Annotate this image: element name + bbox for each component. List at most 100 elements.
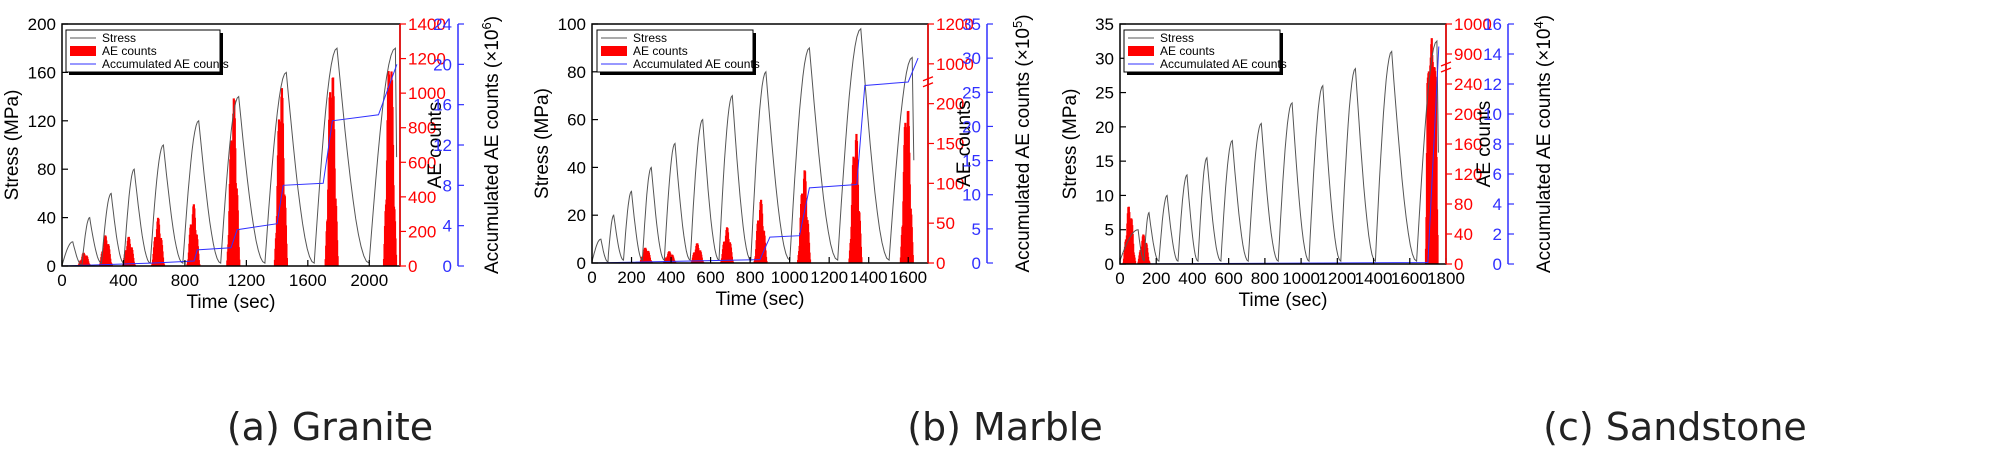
caption-c: (c) Sandstone bbox=[1543, 405, 1807, 449]
y2-tick-label-b: 150 bbox=[936, 135, 964, 154]
y2-axis-label-c: AE counts bbox=[1474, 101, 1495, 188]
y2-tick-label-c: 120 bbox=[1454, 165, 1482, 184]
y2-tick-label-b: 0 bbox=[936, 254, 945, 273]
y3-tick-label-a: 8 bbox=[443, 176, 452, 195]
x-tick-label-c: 400 bbox=[1178, 269, 1206, 288]
legend-acc-label-a: Accumulated AE counts bbox=[102, 57, 229, 71]
y2-tick-label-c: 0 bbox=[1454, 255, 1463, 274]
x-tick-label-c: 600 bbox=[1214, 269, 1242, 288]
ae-bar-b bbox=[808, 259, 812, 263]
y3-tick-label-b: 0 bbox=[972, 254, 981, 273]
y-tick-label-c: 10 bbox=[1095, 186, 1114, 205]
y-tick-label-c: 15 bbox=[1095, 152, 1114, 171]
stress-line-c bbox=[1119, 39, 1439, 263]
y3-tick-label-a: 0 bbox=[443, 257, 452, 276]
x-tick-label-b: 0 bbox=[587, 268, 596, 287]
y2-tick-label-b: 100 bbox=[936, 174, 964, 193]
legend-ae-label-a: AE counts bbox=[102, 44, 157, 58]
ae-bar-a bbox=[285, 243, 288, 266]
x-tick-label-c: 200 bbox=[1142, 269, 1170, 288]
ae-bar-a bbox=[336, 256, 339, 266]
ae-bar-a bbox=[161, 257, 165, 266]
x-tick-label-c: 1200 bbox=[1318, 269, 1356, 288]
y-tick-label-a: 200 bbox=[28, 15, 56, 34]
y-tick-label-c: 5 bbox=[1105, 221, 1114, 240]
ae-bar-c bbox=[1147, 261, 1151, 264]
y-tick-label-b: 60 bbox=[567, 111, 586, 130]
caption-b: (b) Marble bbox=[907, 405, 1103, 449]
ae-bars-c bbox=[1122, 38, 1439, 265]
y-tick-label-b: 100 bbox=[558, 15, 586, 34]
y3-tick-label-b: 30 bbox=[962, 49, 981, 68]
legend-ae-swatch-c bbox=[1128, 46, 1154, 56]
y3-tick-label-b: 10 bbox=[962, 186, 981, 205]
y-tick-label-c: 30 bbox=[1095, 49, 1114, 68]
y2-break-mark-c bbox=[1440, 67, 1452, 73]
ae-bar-b bbox=[911, 255, 914, 263]
y2-axis-label-a: AE counts bbox=[425, 102, 446, 189]
ae-bar-a bbox=[237, 247, 240, 266]
x-tick-label-c: 1400 bbox=[1355, 269, 1393, 288]
y2-tick-label-a: 1400 bbox=[408, 15, 446, 34]
ae-bar-a bbox=[197, 260, 200, 266]
y3-tick-label-c: 10 bbox=[1483, 105, 1502, 124]
y2-tick-label-a: 800 bbox=[408, 119, 436, 138]
y2-break-mark-b bbox=[922, 82, 934, 88]
y3-axis-label-a: Accumulated AE counts (×106) bbox=[479, 16, 503, 274]
y-tick-label-a: 160 bbox=[28, 63, 56, 82]
x-tick-label-a: 400 bbox=[109, 271, 137, 290]
ae-bar-b bbox=[765, 261, 768, 263]
y3-tick-label-c: 6 bbox=[1493, 165, 1502, 184]
y2-tick-label-a: 200 bbox=[408, 222, 436, 241]
accumulated-line-a bbox=[61, 64, 398, 267]
ae-bar-a bbox=[394, 238, 397, 266]
y2-break-mark-b bbox=[922, 76, 934, 82]
y2-tick-label-a: 600 bbox=[408, 153, 436, 172]
y2-tick-label-c: 240 bbox=[1454, 75, 1482, 94]
x-tick-label-c: 800 bbox=[1251, 269, 1279, 288]
y2-axis-label-b: AE counts bbox=[954, 100, 975, 187]
y-tick-label-b: 20 bbox=[567, 206, 586, 225]
y2-tick-label-b: 50 bbox=[936, 214, 955, 233]
caption-a: (a) Granite bbox=[226, 405, 434, 449]
legend-ae-swatch-b bbox=[601, 46, 627, 56]
x-tick-label-b: 1400 bbox=[850, 268, 888, 287]
y2-tick-label-c: 160 bbox=[1454, 135, 1482, 154]
y3-tick-label-a: 4 bbox=[443, 217, 452, 236]
ae-bar-b bbox=[808, 252, 811, 263]
x-tick-label-b: 1600 bbox=[889, 268, 927, 287]
ae-bar-b bbox=[859, 246, 862, 263]
y3-tick-label-a: 24 bbox=[433, 15, 452, 34]
y3-tick-label-b: 5 bbox=[972, 220, 981, 239]
legend-stress-label-a: Stress bbox=[102, 31, 136, 45]
y-tick-label-a: 120 bbox=[28, 112, 56, 131]
x-tick-label-c: 0 bbox=[1115, 269, 1124, 288]
ae-bar-a bbox=[336, 240, 339, 266]
y-axis-label-a: Stress (MPa) bbox=[2, 90, 23, 201]
y2-tick-label-b: 1200 bbox=[936, 15, 974, 34]
legend-stress-label-b: Stress bbox=[633, 31, 667, 45]
legend-stress-label-c: Stress bbox=[1160, 31, 1194, 45]
y3-tick-label-c: 2 bbox=[1493, 225, 1502, 244]
ae-bar-b bbox=[911, 242, 914, 263]
x-axis-label-b: Time (sec) bbox=[715, 289, 804, 310]
x-tick-label-b: 200 bbox=[617, 268, 645, 287]
x-tick-label-a: 0 bbox=[57, 271, 66, 290]
y-tick-label-c: 0 bbox=[1105, 255, 1114, 274]
ae-bars-b bbox=[638, 110, 914, 264]
y3-tick-label-b: 35 bbox=[962, 15, 981, 34]
y3-tick-label-a: 12 bbox=[433, 136, 452, 155]
y3-tick-label-c: 16 bbox=[1483, 15, 1502, 34]
y-tick-label-a: 80 bbox=[37, 160, 56, 179]
y3-tick-label-c: 4 bbox=[1493, 195, 1502, 214]
y-tick-label-a: 40 bbox=[37, 209, 56, 228]
ae-bar-b bbox=[764, 256, 768, 263]
y2-tick-label-b: 1000 bbox=[936, 55, 974, 74]
ae-bar-c bbox=[1133, 261, 1137, 264]
y-axis-label-b: Stress (MPa) bbox=[532, 88, 553, 199]
y3-tick-label-b: 15 bbox=[962, 152, 981, 171]
y3-axis-label-b: Accumulated AE counts (×105) bbox=[1010, 14, 1034, 272]
x-tick-label-b: 600 bbox=[696, 268, 724, 287]
x-tick-label-a: 1200 bbox=[227, 271, 265, 290]
